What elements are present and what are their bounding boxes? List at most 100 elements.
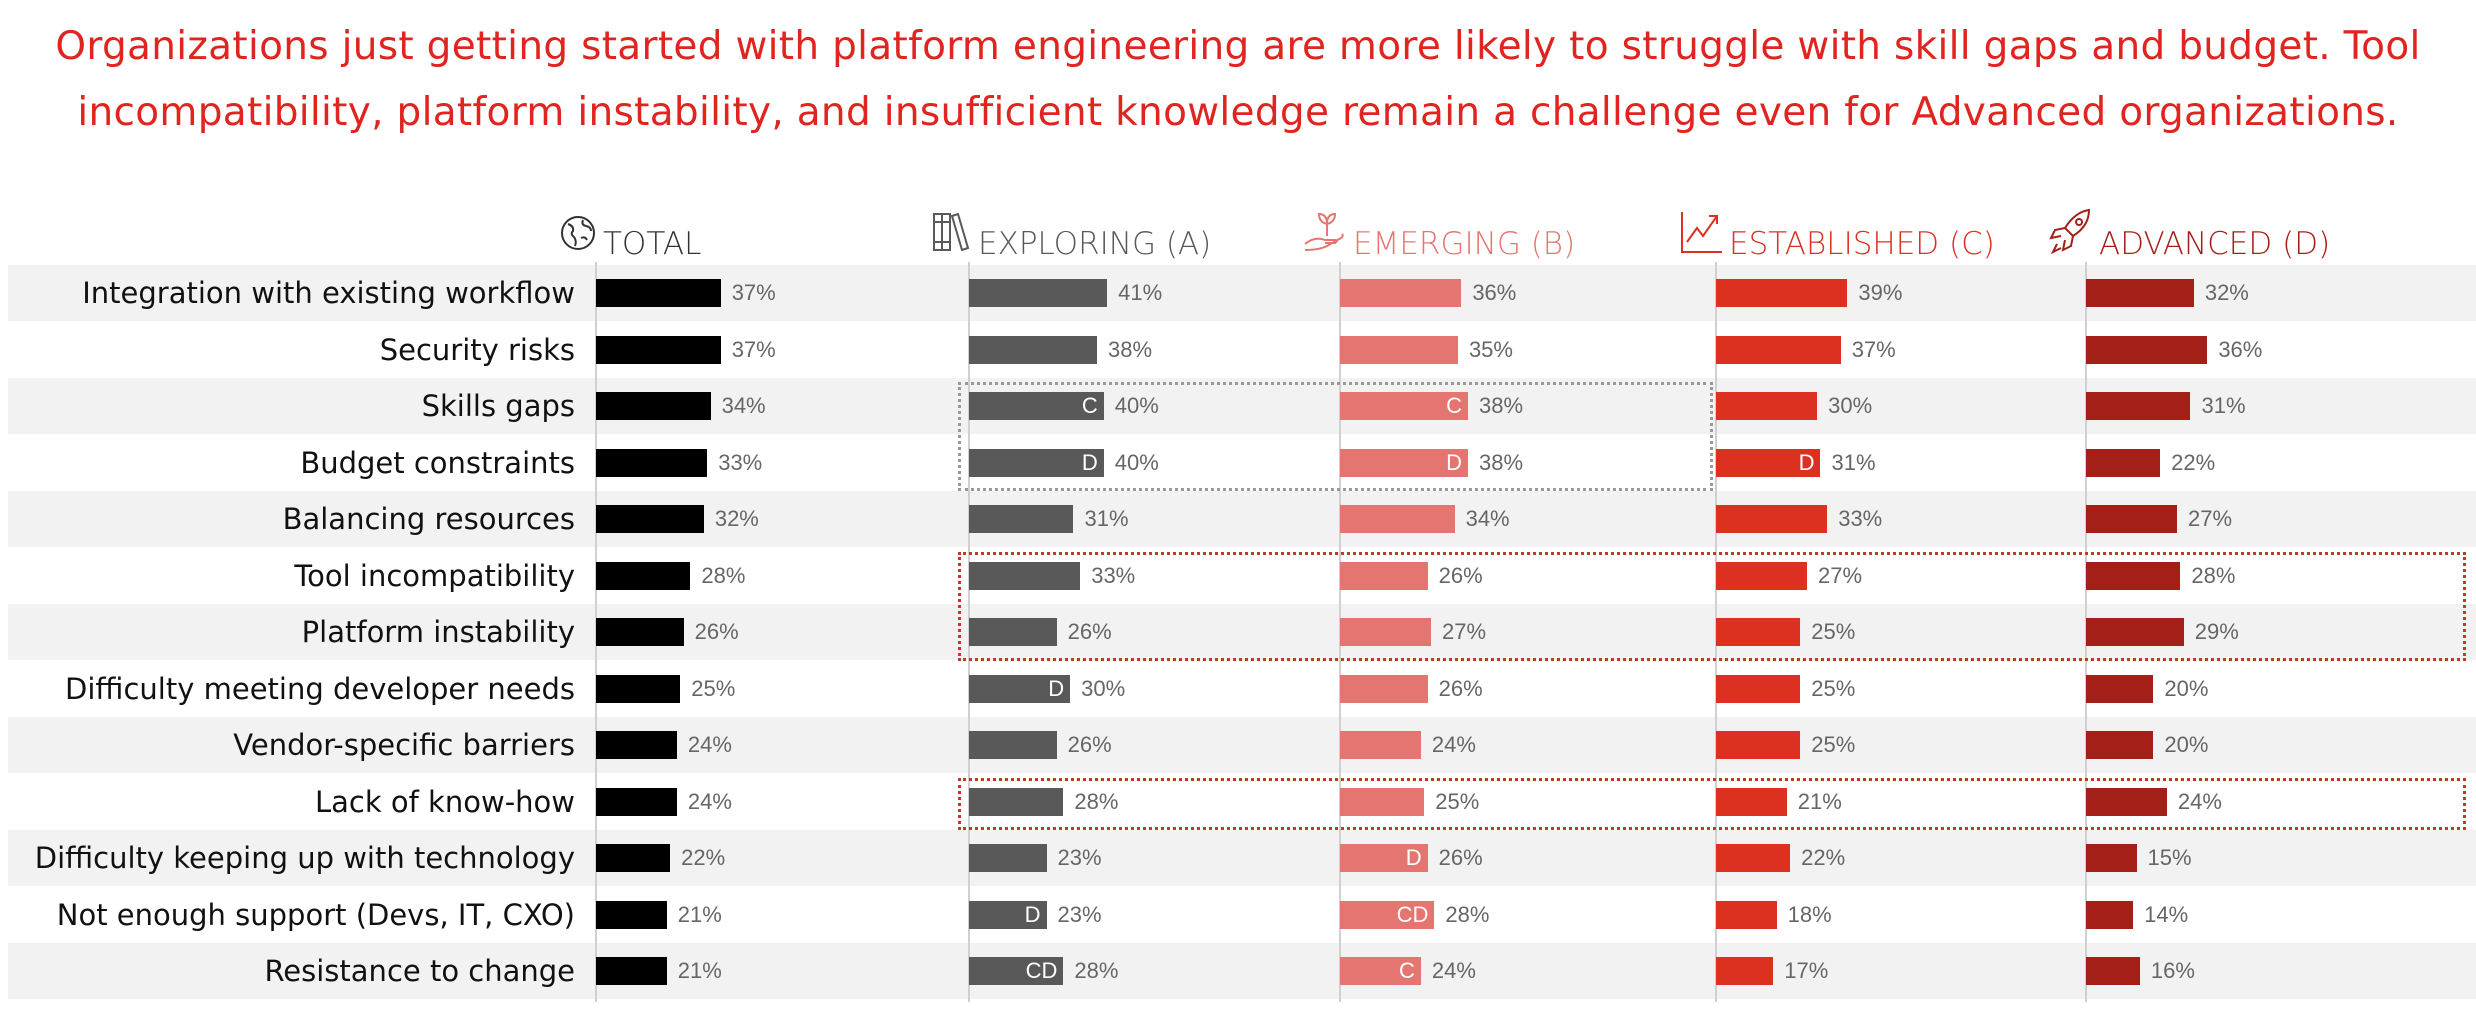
value-label: 30% [1828,393,1873,418]
plant-hand-icon [1303,210,1353,262]
series-header: ADVANCED (D) [2049,208,2331,262]
value-label: 28% [2191,562,2236,588]
bar [596,731,677,759]
value-label: 38% [1479,449,1524,475]
category-label: Balancing resources [282,502,575,536]
rocket-icon [2049,208,2099,262]
chart-title: Organizations just getting started with … [0,14,2476,146]
category-label: Vendor-specific barriers [233,728,575,762]
highlight-box [958,382,1713,491]
value-label: 28% [1074,958,1119,983]
bar [969,618,1057,646]
significance-marker: D [1405,845,1422,870]
value-label: 36% [1472,280,1517,305]
bar [969,335,1098,364]
bar [2086,731,2154,759]
bar [1716,505,1828,533]
significance-marker: D [1024,901,1041,927]
books-icon [932,210,978,262]
significance-marker: CD [1025,958,1058,983]
series-header: EMERGING (B) [1303,212,1576,262]
bar [1716,844,1791,872]
bar [1716,561,1807,590]
value-label: 34% [1465,506,1510,531]
category-label: Platform instability [301,615,575,649]
value-label: 28% [1074,788,1119,814]
bar [1716,957,1774,985]
significance-marker: C [1398,958,1415,983]
value-label: 33% [1091,562,1136,588]
category-label: Security risks [379,332,575,367]
bar [1716,900,1777,929]
value-label: 40% [1114,449,1159,475]
value-label: 20% [2164,732,2209,757]
value-label: 33% [1838,506,1883,531]
bar [1716,787,1787,816]
bar: C [1340,392,1469,420]
value-label: 35% [1468,336,1513,362]
value-label: 21% [677,901,722,927]
chart-row: Balancing resources [8,491,2476,547]
series-header: TOTAL [559,216,701,262]
bar [1340,674,1428,703]
value-label: 37% [731,336,776,362]
chart-row: Budget constraints [8,435,2476,491]
value-label: 25% [691,675,736,701]
title-line-2: incompatibility, platform instability, a… [77,90,2399,135]
value-label: 38% [1108,336,1153,362]
chart-row: Platform instability [8,604,2476,660]
series-name: EMERGING (B) [1353,226,1576,262]
series-header: ESTABLISHED (C) [1679,212,1995,262]
bar [969,731,1057,759]
bar [969,844,1047,872]
bar [596,787,677,816]
chart-row: Resistance to change [8,943,2476,999]
category-label: Integration with existing workflow [82,276,575,310]
bar [596,392,711,420]
chart-row: Not enough support (Devs, IT, CXO) [8,887,2476,943]
series-name: ADVANCED (D) [2099,226,2331,262]
chart-row: Security risks [8,322,2476,378]
value-label: 18% [1787,901,1832,927]
significance-marker: D [1798,449,1815,475]
significance-marker: CD [1396,901,1429,927]
value-label: 26% [1438,562,1483,588]
value-label: 14% [2144,901,2189,927]
bar: C [1340,957,1421,985]
significance-marker: D [1446,449,1463,475]
bar: D [969,448,1104,477]
bar [1340,731,1421,759]
value-label: 22% [1801,845,1846,870]
bar [596,957,667,985]
series-name: ESTABLISHED (C) [1729,226,1995,262]
value-label: 26% [1067,732,1112,757]
growth-chart-icon [1679,210,1729,262]
value-label: 28% [701,562,746,588]
title-line-1: Organizations just getting started with … [55,24,2421,69]
bar [1716,731,1801,759]
bar [596,844,671,872]
value-label: 32% [2204,280,2249,305]
category-label: Tool incompatibility [294,558,575,593]
bar: CD [1340,900,1435,929]
value-label: 31% [2201,393,2246,418]
value-label: 34% [721,393,766,418]
bar [2086,674,2154,703]
chart-row: Vendor-specific barriers [8,717,2476,773]
value-label: 30% [1081,675,1126,701]
value-label: 23% [1057,901,1102,927]
value-label: 27% [1441,619,1487,644]
bar [969,561,1081,590]
bar [1340,279,1462,307]
chart-row: Difficulty keeping up with technology [8,830,2476,886]
category-label: Not enough support (Devs, IT, CXO) [56,897,575,932]
bar [1340,618,1431,646]
value-label: 39% [1858,280,1903,305]
bar: D [969,900,1047,929]
value-label: 22% [681,845,726,870]
bar [969,279,1108,307]
value-label: 16% [2150,958,2195,983]
bar [1716,335,1841,364]
bar [2086,900,2134,929]
bar [2086,448,2161,477]
